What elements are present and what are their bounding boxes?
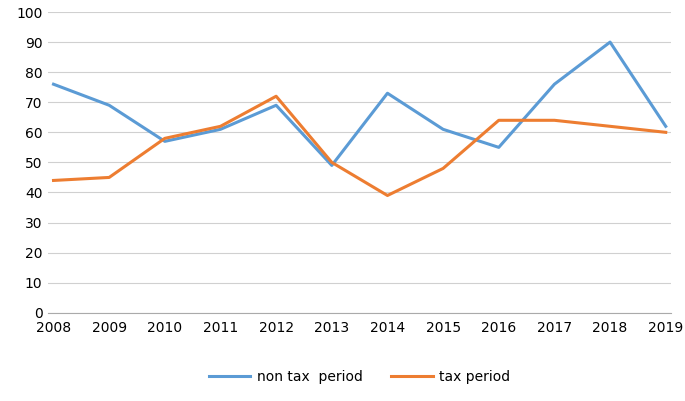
Line: non tax  period: non tax period <box>53 42 666 166</box>
non tax  period <box>216 127 225 132</box>
non tax  period <box>49 82 58 87</box>
tax period <box>550 118 558 123</box>
non tax  period <box>495 145 503 150</box>
non tax  period <box>550 82 558 87</box>
tax period <box>495 118 503 123</box>
Line: tax period: tax period <box>53 96 666 196</box>
tax period <box>327 160 336 165</box>
non tax  period <box>327 163 336 168</box>
tax period <box>105 175 113 180</box>
non tax  period <box>606 40 614 45</box>
tax period <box>216 124 225 129</box>
non tax  period <box>272 103 280 107</box>
tax period <box>49 178 58 183</box>
non tax  period <box>105 103 113 107</box>
non tax  period <box>161 139 169 144</box>
tax period <box>662 130 670 135</box>
non tax  period <box>662 124 670 129</box>
tax period <box>272 94 280 99</box>
tax period <box>606 124 614 129</box>
tax period <box>161 136 169 141</box>
Legend: non tax  period, tax period: non tax period, tax period <box>203 365 516 390</box>
tax period <box>384 193 392 198</box>
non tax  period <box>439 127 447 132</box>
non tax  period <box>384 91 392 96</box>
tax period <box>439 166 447 171</box>
